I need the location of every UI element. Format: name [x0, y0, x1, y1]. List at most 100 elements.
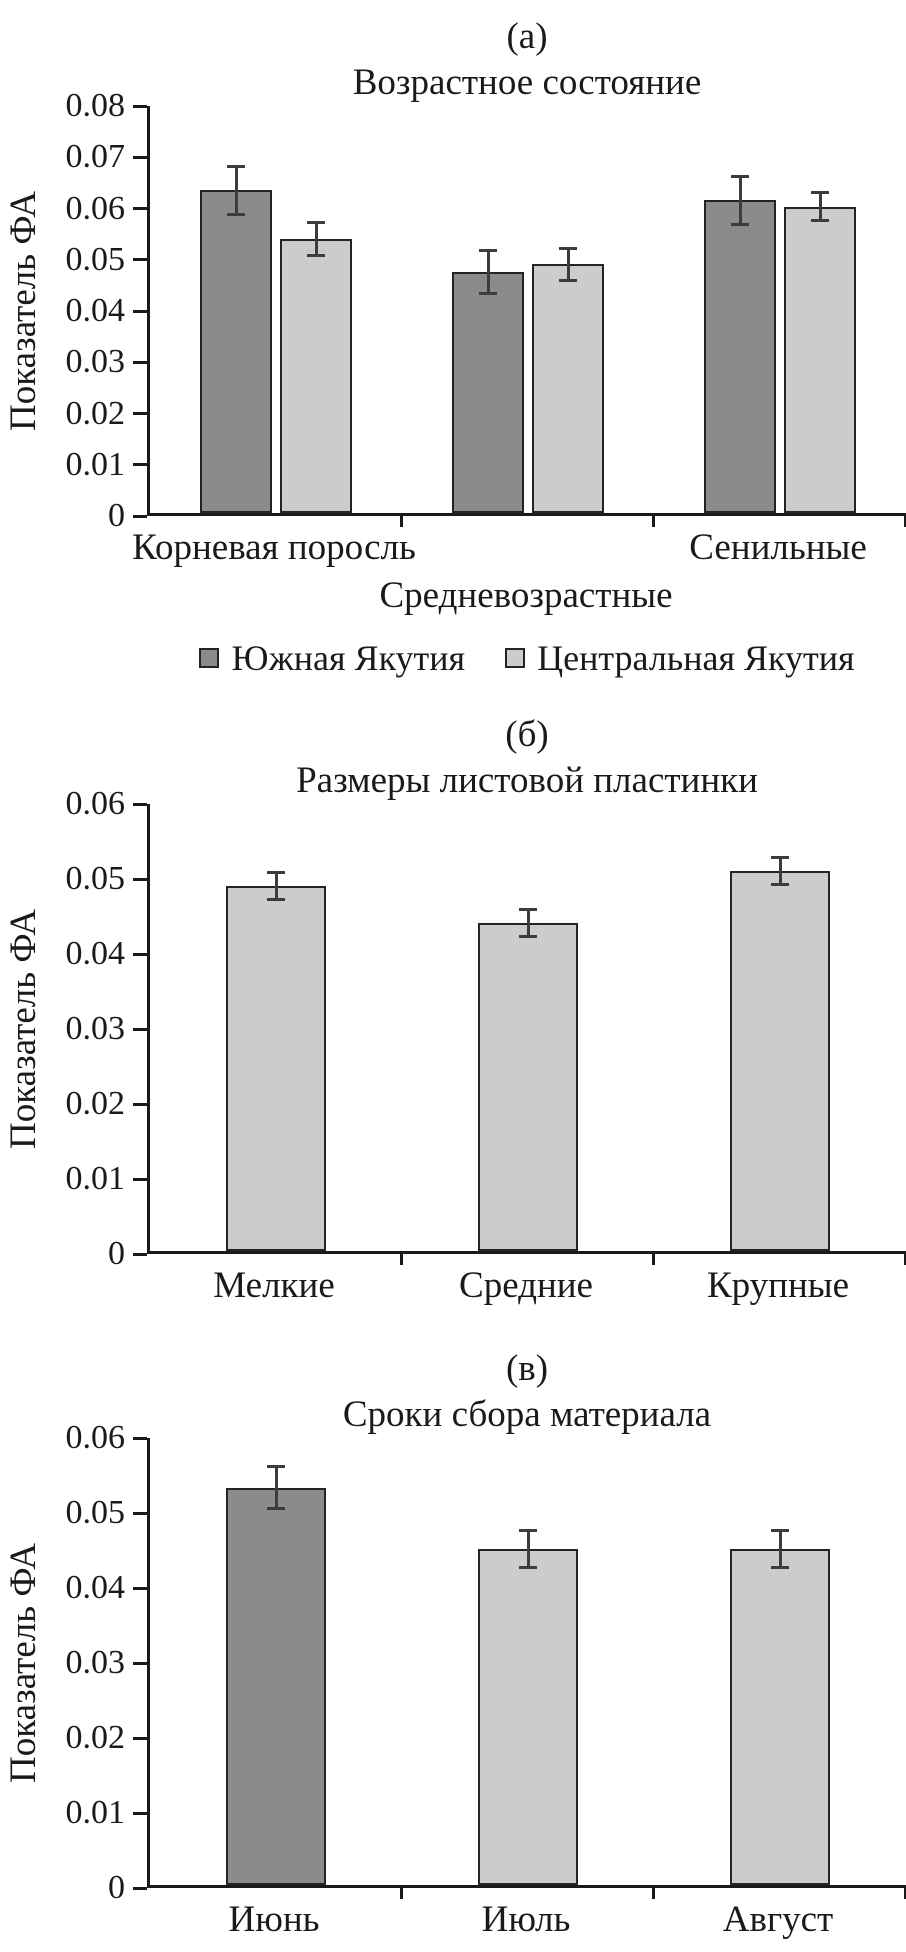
bar-group	[150, 1438, 402, 1885]
error-bar	[771, 855, 789, 886]
chart-leaf-blade-sizes: (б) Размеры листовой пластинки Показател…	[0, 712, 906, 1316]
error-cap-bottom	[771, 882, 789, 886]
x-labels: Мелкие Средние Крупные	[148, 1254, 906, 1316]
y-tick: 0.06	[65, 189, 147, 227]
chart-body: Показатель ФА 0 0.01 0.02 0.03 0.04 0.05 0.06	[0, 1421, 906, 1905]
y-tick: 0.05	[65, 860, 147, 897]
y-tick: 0.01	[65, 1794, 147, 1831]
bar-group	[654, 804, 906, 1251]
y-tick-mark	[133, 952, 147, 956]
error-cap-bottom	[479, 292, 497, 296]
y-tick: 0.07	[65, 138, 147, 176]
panel-label-a: (а)	[506, 16, 548, 57]
y-tick-label: 0.04	[65, 292, 126, 329]
x-category-label: Мелкие	[213, 1265, 335, 1306]
x-category-label: Крупные	[706, 1265, 850, 1306]
error-cap-top	[811, 191, 829, 195]
y-tick-mark	[133, 1436, 147, 1440]
error-bar	[559, 246, 577, 283]
bar	[200, 164, 272, 513]
y-tick-label: 0.07	[65, 138, 126, 176]
y-tick: 0.01	[66, 447, 147, 482]
bar	[784, 191, 856, 513]
error-cap-top	[227, 164, 245, 168]
error-cap-bottom	[731, 223, 749, 226]
chart-body: Показатель ФА 0 0.01 0.02 0.03 0.04 0.05 0.06	[0, 787, 906, 1271]
y-tick-mark	[133, 1886, 147, 1890]
legend-swatch	[505, 648, 526, 668]
y-tick-mark	[133, 1736, 147, 1740]
y-tick-mark	[133, 309, 147, 313]
y-axis: 0 0.01 0.02 0.03 0.04 0.05 0.06 0.07 0.08	[48, 89, 147, 533]
error-bar	[731, 174, 749, 226]
bar	[532, 246, 604, 513]
bar	[478, 908, 578, 1251]
y-tick: 0.02	[66, 1087, 147, 1121]
error-cap-bottom	[267, 897, 285, 901]
chart-title-age-state: Возрастное состояние	[352, 62, 702, 103]
error-cap-top	[267, 1465, 285, 1468]
y-tick-label: 0.02	[65, 1719, 126, 1756]
y-axis-label-column: Показатель ФА	[0, 106, 48, 516]
y-tick-mark	[133, 1027, 147, 1031]
x-tick	[400, 1885, 403, 1899]
y-tick: 0.04	[66, 937, 147, 971]
chart-collection-dates: (в) Сроки сбора материала Показатель ФА …	[0, 1346, 906, 1950]
y-tick: 0.01	[65, 1160, 147, 1197]
y-tick: 0	[108, 499, 147, 533]
y-tick-label: 0.08	[65, 87, 126, 124]
legend-item: Центральная Якутия	[505, 637, 855, 679]
bar	[452, 249, 524, 513]
error-bar	[267, 1465, 285, 1510]
y-axis-label-column: Показатель ФА	[0, 804, 48, 1254]
y-axis-label-column: Показатель ФА	[0, 1438, 48, 1888]
legend-swatch	[199, 648, 220, 668]
y-tick-mark	[133, 1511, 147, 1515]
chart-title-collection-dates: Сроки сбора материала	[342, 1394, 712, 1435]
y-tick-mark	[133, 514, 147, 518]
y-tick-mark	[133, 1586, 147, 1590]
error-bar	[267, 870, 285, 901]
y-tick: 0.03	[66, 1012, 147, 1046]
error-cap-bottom	[307, 253, 325, 257]
error-cap-top	[519, 1528, 537, 1532]
y-tick-label: 0.06	[65, 189, 126, 227]
y-tick-label: 0.01	[65, 1794, 126, 1831]
y-tick: 0.04	[65, 1569, 147, 1606]
error-cap-bottom	[519, 1566, 537, 1570]
y-tick-label: 0.05	[65, 240, 126, 278]
error-cap-top	[479, 249, 497, 253]
bar	[280, 220, 352, 513]
y-tick-label: 0.05	[65, 1494, 126, 1531]
x-category-label: Август	[722, 1899, 834, 1940]
y-tick-label: 0	[108, 1869, 125, 1906]
x-tick	[904, 1251, 906, 1265]
y-tick-mark	[133, 1811, 147, 1815]
error-bar	[519, 1528, 537, 1570]
error-cap-top	[559, 246, 577, 250]
error-cap-top	[771, 855, 789, 859]
y-axis: 0 0.01 0.02 0.03 0.04 0.05 0.06	[48, 787, 147, 1271]
y-tick-label: 0.03	[65, 1644, 126, 1681]
y-tick-mark	[133, 1661, 147, 1665]
y-tick: 0.08	[65, 87, 147, 124]
y-tick-mark	[133, 104, 147, 108]
chart-age-state: (а) Возрастное состояние Показатель ФА 0…	[0, 14, 906, 682]
y-tick-mark	[133, 1252, 147, 1256]
y-tick-label: 0.01	[65, 1160, 126, 1197]
y-tick-label: 0.05	[65, 860, 126, 897]
bar-group	[654, 106, 906, 513]
error-bar	[519, 908, 537, 939]
error-bar	[479, 249, 497, 296]
y-tick-mark	[133, 258, 147, 262]
panel-label-b: (б)	[505, 714, 549, 755]
y-tick: 0.04	[65, 292, 147, 329]
error-bar	[811, 191, 829, 222]
y-tick-mark	[133, 877, 147, 881]
x-tick	[652, 1885, 655, 1899]
y-tick: 0.02	[65, 1719, 147, 1756]
y-tick-label: 0.04	[65, 1569, 126, 1606]
error-cap-bottom	[227, 212, 245, 216]
x-tick	[400, 1251, 403, 1265]
y-axis-label: Показатель ФА	[3, 191, 45, 431]
